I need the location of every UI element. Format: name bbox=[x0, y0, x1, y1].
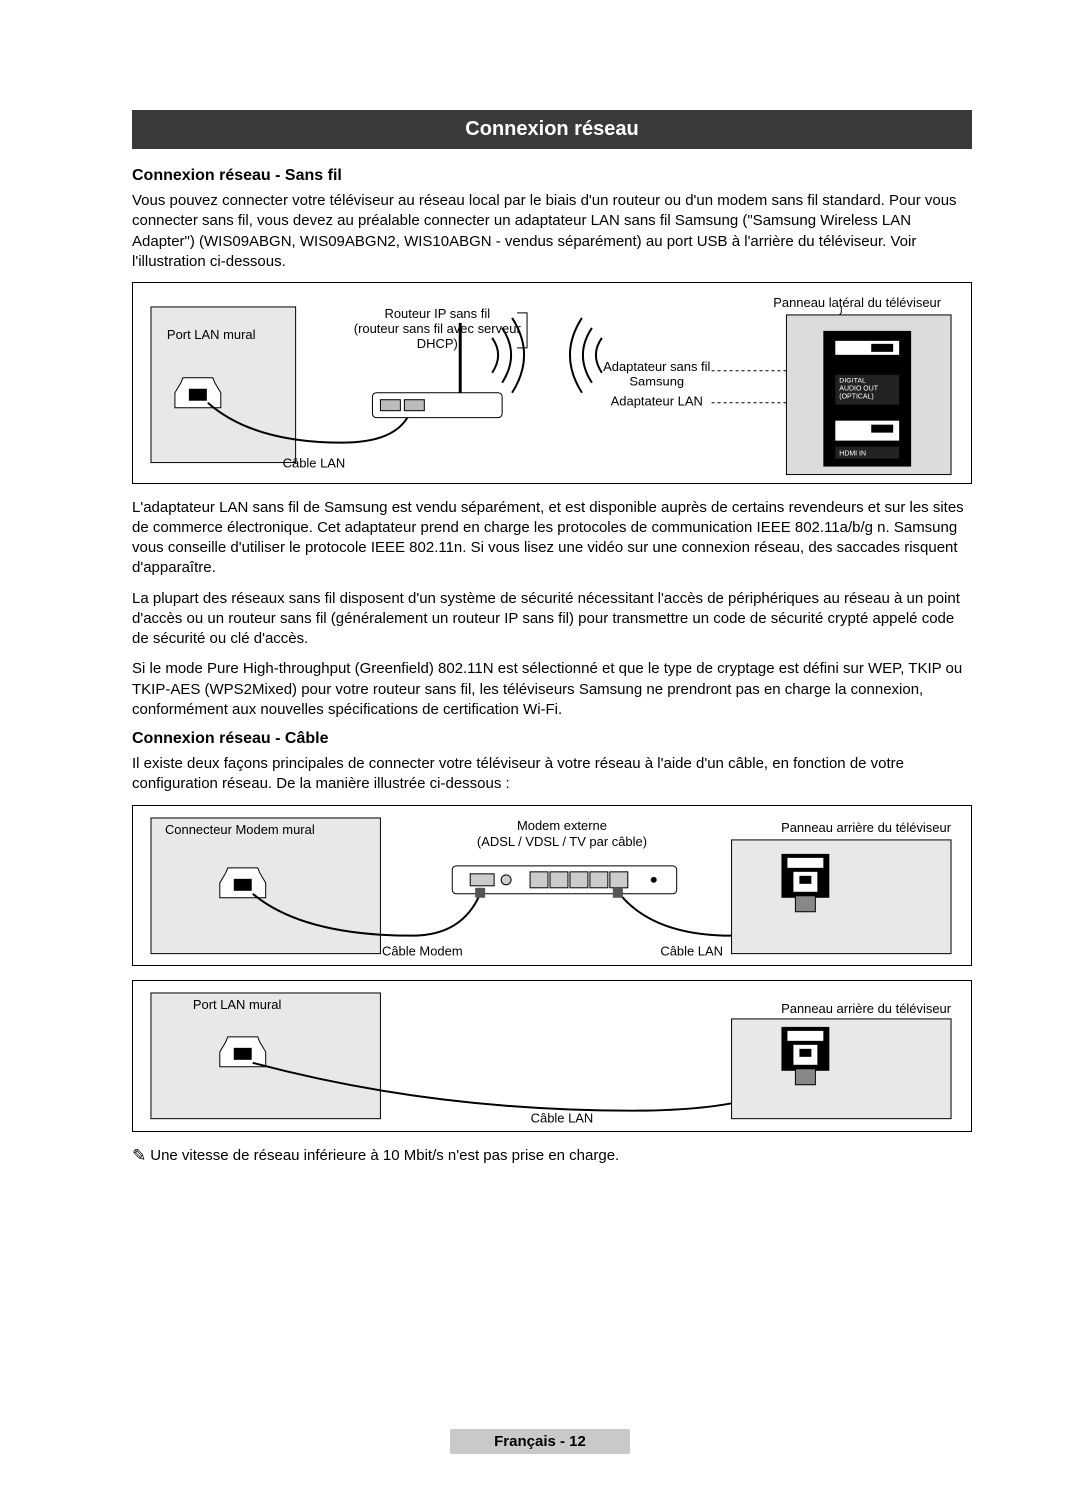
label-router-l2: (routeur sans fil avec serveur bbox=[354, 321, 522, 336]
label-modem-l2: (ADSL / VDSL / TV par câble) bbox=[477, 833, 647, 848]
label-usb2: USB 2 bbox=[839, 346, 859, 353]
wireless-p3: Si le mode Pure High-throughput (Greenfi… bbox=[132, 659, 972, 720]
wired-intro: Il existe deux façons principales de con… bbox=[132, 754, 972, 795]
label-lan-port-1: LAN bbox=[799, 860, 813, 867]
wired-diagram-2: Port LAN mural Câble LAN Panneau arrière… bbox=[132, 980, 972, 1132]
label-port-lan-mural: Port LAN mural bbox=[167, 327, 256, 342]
wireless-intro: Vous pouvez connecter votre téléviseur a… bbox=[132, 191, 972, 272]
note-icon: ✎ bbox=[132, 1146, 146, 1165]
label-cable-modem: Câble Modem bbox=[382, 943, 463, 958]
label-usb1a: USB 1 bbox=[839, 424, 859, 431]
label-router-l3: DHCP) bbox=[417, 336, 458, 351]
label-cable-lan-wireless: Câble LAN bbox=[283, 456, 346, 471]
label-cable-lan-2: Câble LAN bbox=[531, 1111, 594, 1126]
label-cable-lan-1: Câble LAN bbox=[660, 943, 723, 958]
label-router-l1: Routeur IP sans fil bbox=[384, 306, 490, 321]
label-tv-rear-1: Panneau arrière du téléviseur bbox=[781, 819, 952, 834]
section-title: Connexion réseau bbox=[132, 110, 972, 149]
label-hdmi: HDMI IN bbox=[839, 451, 866, 458]
wireless-heading: Connexion réseau - Sans fil bbox=[132, 167, 972, 185]
label-tv-rear-2: Panneau arrière du téléviseur bbox=[781, 1001, 952, 1016]
speed-note-text: Une vitesse de réseau inférieure à 10 Mb… bbox=[150, 1147, 619, 1164]
wireless-diagram: Port LAN mural Câble LAN Routeur IP sans… bbox=[132, 282, 972, 484]
wireless-p2: La plupart des réseaux sans fil disposen… bbox=[132, 589, 972, 650]
label-audio1: DIGITAL bbox=[839, 378, 866, 385]
wireless-p1: L'adaptateur LAN sans fil de Samsung est… bbox=[132, 498, 972, 579]
label-modem-l1: Modem externe bbox=[517, 817, 607, 832]
label-audio2: AUDIO OUT bbox=[839, 386, 878, 393]
label-port-lan-mural-2: Port LAN mural bbox=[193, 997, 282, 1012]
label-audio3: (OPTICAL) bbox=[839, 394, 873, 401]
label-adapter-l3: Adaptateur LAN bbox=[611, 394, 703, 409]
label-lan-port-2: LAN bbox=[799, 1034, 813, 1041]
wired-heading: Connexion réseau - Câble bbox=[132, 730, 972, 748]
footer: Français - 12 bbox=[0, 1429, 1080, 1454]
label-usb1b: (HDD) bbox=[839, 432, 859, 439]
label-adapter-l2: Samsung bbox=[629, 374, 684, 389]
wired-diagram-1: Connecteur Modem mural Modem externe (AD… bbox=[132, 805, 972, 967]
speed-note: ✎Une vitesse de réseau inférieure à 10 M… bbox=[132, 1146, 972, 1166]
label-wall-connector: Connecteur Modem mural bbox=[165, 821, 315, 836]
label-tv-side-panel: Panneau latéral du téléviseur bbox=[773, 295, 941, 310]
footer-page: Français - 12 bbox=[450, 1429, 630, 1454]
label-adapter-l1: Adaptateur sans fil bbox=[603, 359, 710, 374]
